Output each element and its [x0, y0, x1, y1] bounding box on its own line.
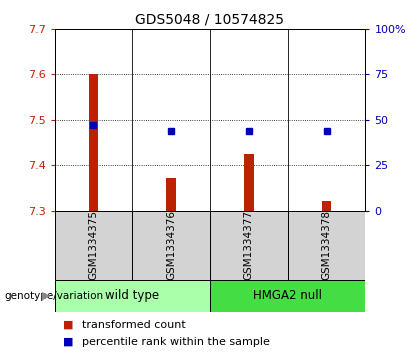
- Bar: [210, 280, 365, 312]
- Text: ■: ■: [63, 337, 74, 347]
- Text: GSM1334377: GSM1334377: [244, 210, 254, 280]
- Bar: [210, 211, 288, 280]
- Text: transformed count: transformed count: [82, 319, 186, 330]
- Bar: [132, 211, 210, 280]
- Bar: [244, 154, 254, 211]
- Text: ▶: ▶: [42, 291, 50, 301]
- Text: GSM1334375: GSM1334375: [89, 210, 98, 280]
- Text: GSM1334378: GSM1334378: [322, 210, 331, 280]
- Text: HMGA2 null: HMGA2 null: [253, 289, 322, 302]
- Text: percentile rank within the sample: percentile rank within the sample: [82, 337, 270, 347]
- Bar: [55, 211, 132, 280]
- Text: GSM1334376: GSM1334376: [166, 210, 176, 280]
- Bar: [322, 200, 331, 211]
- Text: wild type: wild type: [105, 289, 159, 302]
- Title: GDS5048 / 10574825: GDS5048 / 10574825: [136, 12, 284, 26]
- Text: genotype/variation: genotype/variation: [4, 291, 103, 301]
- Text: ■: ■: [63, 319, 74, 330]
- Bar: [89, 74, 98, 211]
- Bar: [55, 280, 210, 312]
- Bar: [288, 211, 365, 280]
- Bar: [166, 178, 176, 211]
